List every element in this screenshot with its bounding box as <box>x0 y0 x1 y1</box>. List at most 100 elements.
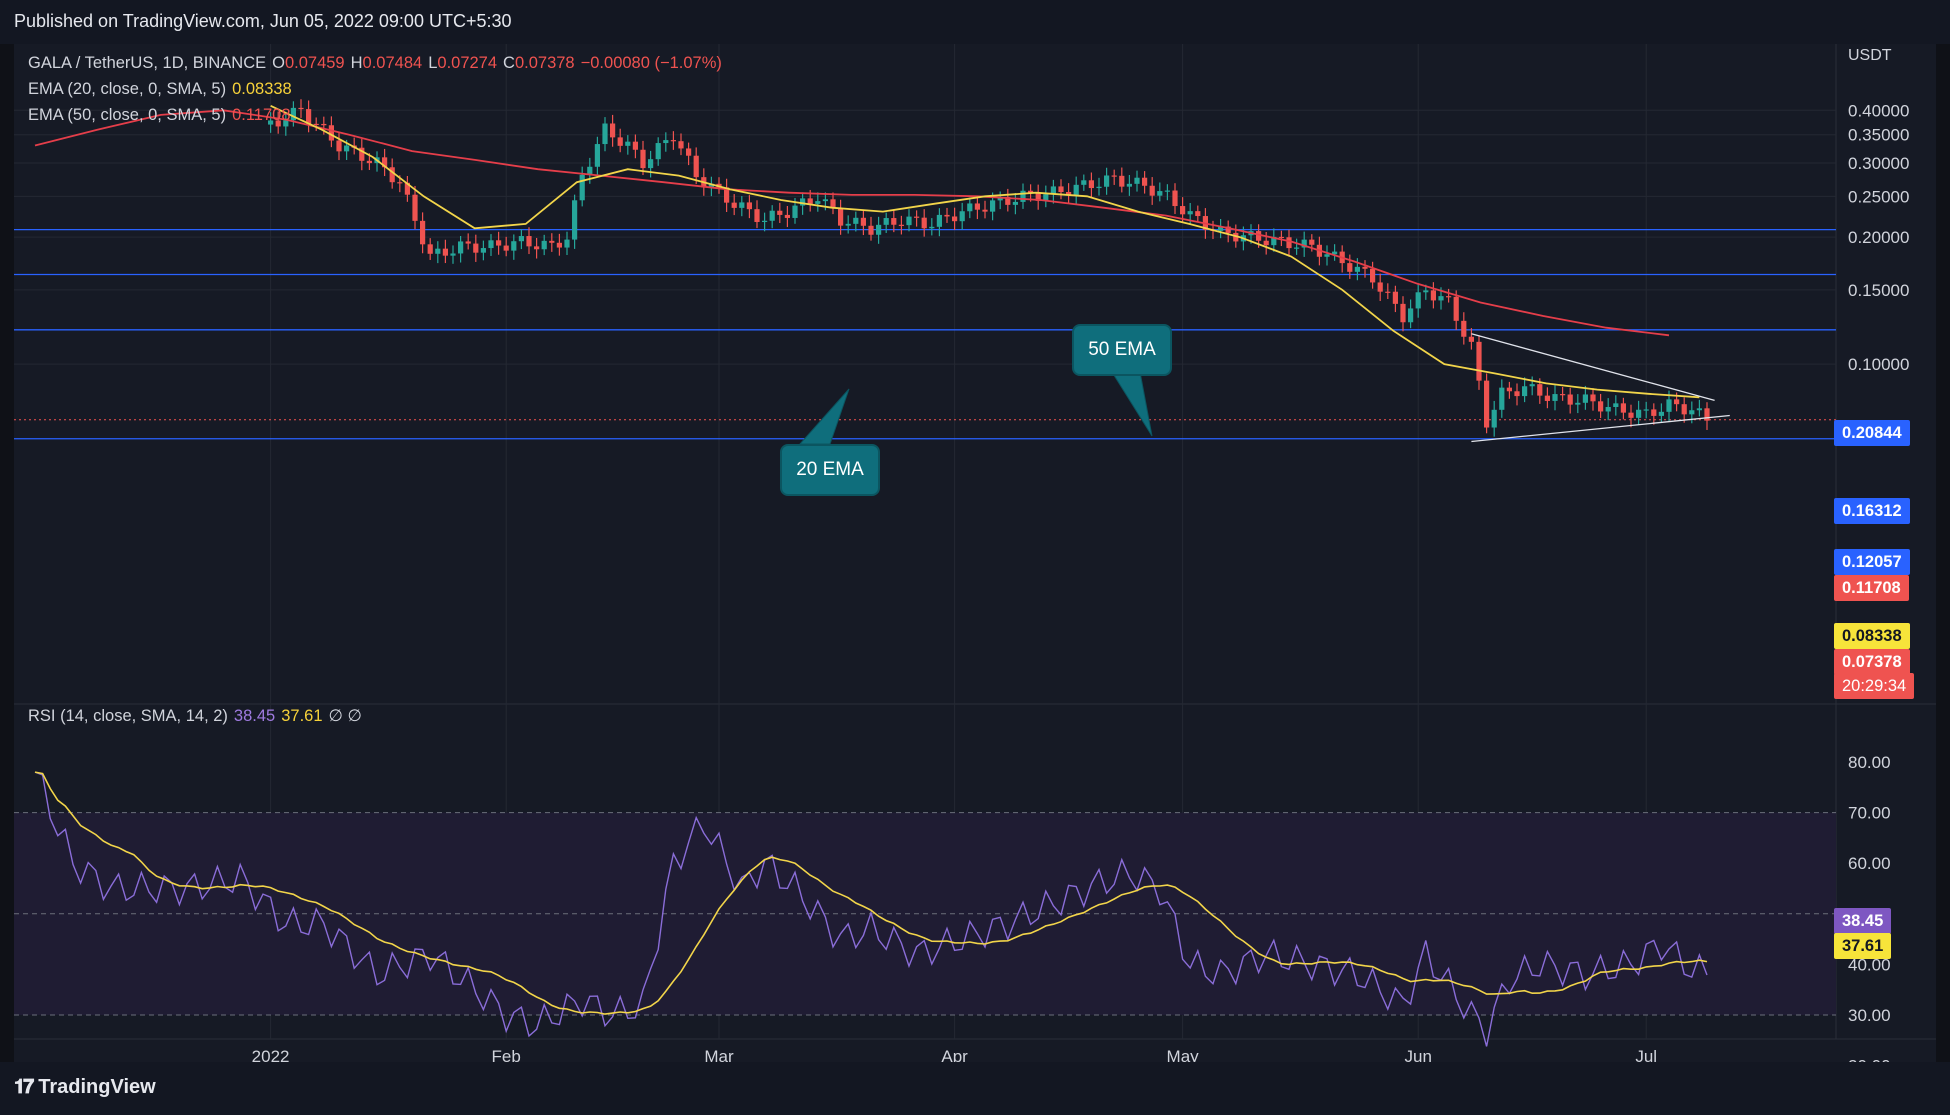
candle-body <box>1689 410 1695 415</box>
candle-body <box>1096 186 1102 189</box>
candle-body <box>1180 206 1186 215</box>
high-label: H <box>350 54 363 72</box>
candle-body <box>1362 266 1368 269</box>
candle-body <box>382 157 388 168</box>
candle-body <box>1043 194 1049 201</box>
level-badge-2: 0.16312 <box>1834 498 1910 524</box>
candle-body <box>952 216 958 222</box>
rsi-legend-value: 38.45 <box>233 707 276 725</box>
last-price-badge: 0.07378 <box>1834 649 1910 675</box>
candle-body <box>1544 395 1550 401</box>
candle-body <box>876 224 882 235</box>
candle-body <box>1050 186 1056 195</box>
x-tick-label: Mar <box>704 1047 734 1062</box>
candle-body <box>860 217 866 226</box>
candle-body <box>518 236 524 242</box>
x-tick-label: 2022 <box>252 1047 290 1062</box>
candle-body <box>1620 403 1626 413</box>
candle-body <box>762 220 768 222</box>
tradingview-logo[interactable]: 𝟏𝟕 TradingView <box>14 1076 156 1099</box>
candle-body <box>1126 183 1132 187</box>
rsi-tick-label: 70.00 <box>1848 804 1891 823</box>
candle-body <box>1392 291 1398 304</box>
candle-body <box>1567 394 1573 405</box>
candle-body <box>420 220 426 245</box>
candle-body <box>1491 409 1497 428</box>
low-label: L <box>428 54 438 72</box>
candle-body <box>1157 191 1163 196</box>
candle-body <box>283 120 289 127</box>
candle-body <box>906 216 912 226</box>
candle-body <box>1476 341 1482 381</box>
candle-body <box>541 240 547 250</box>
candle-body <box>1005 197 1011 205</box>
candle-body <box>1499 387 1505 410</box>
candle-body <box>1286 237 1292 249</box>
ema50-line <box>34 109 1670 337</box>
candle-body <box>883 218 889 225</box>
triangle-upper-trendline <box>1471 333 1715 402</box>
candle-body <box>1552 394 1558 401</box>
candle-body <box>1674 399 1680 405</box>
candle-body <box>556 242 562 248</box>
candle-body <box>344 145 350 152</box>
rsi-line <box>34 771 1708 1047</box>
y-tick-label: 0.25000 <box>1848 187 1909 206</box>
rsi-ma-badge: 37.61 <box>1834 933 1892 959</box>
candle-body <box>1605 406 1611 412</box>
symbol-label[interactable]: GALA / TetherUS, 1D, BINANCE <box>28 54 267 72</box>
open-label: O <box>272 54 285 72</box>
candle-body <box>1590 394 1596 402</box>
published-text: Published on TradingView.com, Jun 05, 20… <box>14 11 512 31</box>
y-tick-label: 0.35000 <box>1848 126 1909 145</box>
ema20-callout: 20 EMA <box>780 444 880 496</box>
x-tick-label: Feb <box>492 1047 521 1062</box>
candle-body <box>1613 403 1619 407</box>
candle-body <box>1377 282 1383 292</box>
rsi-legend[interactable]: RSI (14, close, SMA, 14, 2) 38.45 37.61 ∅ ∅ <box>28 706 368 726</box>
candle-body <box>853 217 859 224</box>
candle-body <box>625 141 631 146</box>
ema50-callout: 50 EMA <box>1072 324 1172 376</box>
candle-body <box>914 216 920 218</box>
candle-body <box>503 245 509 251</box>
candle-body <box>1278 236 1284 239</box>
candle-body <box>838 208 844 226</box>
candle-body <box>1066 191 1072 196</box>
chart-canvas[interactable]: 2022 Feb Mar Apr May Jun Jul 0.40000 0.35000 0.30… <box>14 44 1936 1062</box>
candle-body <box>587 166 593 175</box>
candle-body <box>868 225 874 235</box>
candle-body <box>1636 409 1642 418</box>
candle-body <box>921 217 927 229</box>
chart-frame[interactable]: 2022 Feb Mar Apr May Jun Jul 0.40000 0.35000 0.30… <box>14 44 1936 1062</box>
candle-body <box>1651 409 1657 416</box>
ema50-legend[interactable]: EMA (50, close, 0, SMA, 5) 0.11708 <box>28 106 297 125</box>
candle-body <box>1400 303 1406 323</box>
price-unit-label: USDT <box>1848 47 1892 64</box>
candle-body <box>655 143 661 160</box>
ema20-legend-label: EMA (20, close, 0, SMA, 5) <box>28 80 227 98</box>
candle-body <box>511 241 517 251</box>
candle-body <box>1643 409 1649 411</box>
candle-body <box>670 140 676 142</box>
bottom-bar: 𝟏𝟕 TradingView <box>0 1062 1950 1115</box>
triangle-lower-trendline <box>1471 414 1730 443</box>
candle-body <box>1073 184 1079 196</box>
candle-body <box>990 200 996 212</box>
ema50-legend-label: EMA (50, close, 0, SMA, 5) <box>28 106 227 124</box>
ohlc-legend: GALA / TetherUS, 1D, BINANCE O0.07459 H0.0… <box>28 54 728 73</box>
candle-body <box>959 211 965 222</box>
ema20-legend[interactable]: EMA (20, close, 0, SMA, 5) 0.08338 <box>28 80 298 99</box>
candle-body <box>663 140 669 144</box>
candle-body <box>1438 296 1444 301</box>
candle-body <box>898 224 904 226</box>
candle-body <box>1468 336 1474 342</box>
rsi-legend-extra: ∅ ∅ <box>328 707 362 725</box>
candle-body <box>982 209 988 212</box>
countdown-badge: 20:29:34 <box>1834 673 1915 699</box>
candle-body <box>275 120 281 127</box>
candle-body <box>746 202 752 210</box>
candle-body <box>1408 308 1414 323</box>
candle-body <box>526 236 532 247</box>
candle-body <box>845 223 851 226</box>
